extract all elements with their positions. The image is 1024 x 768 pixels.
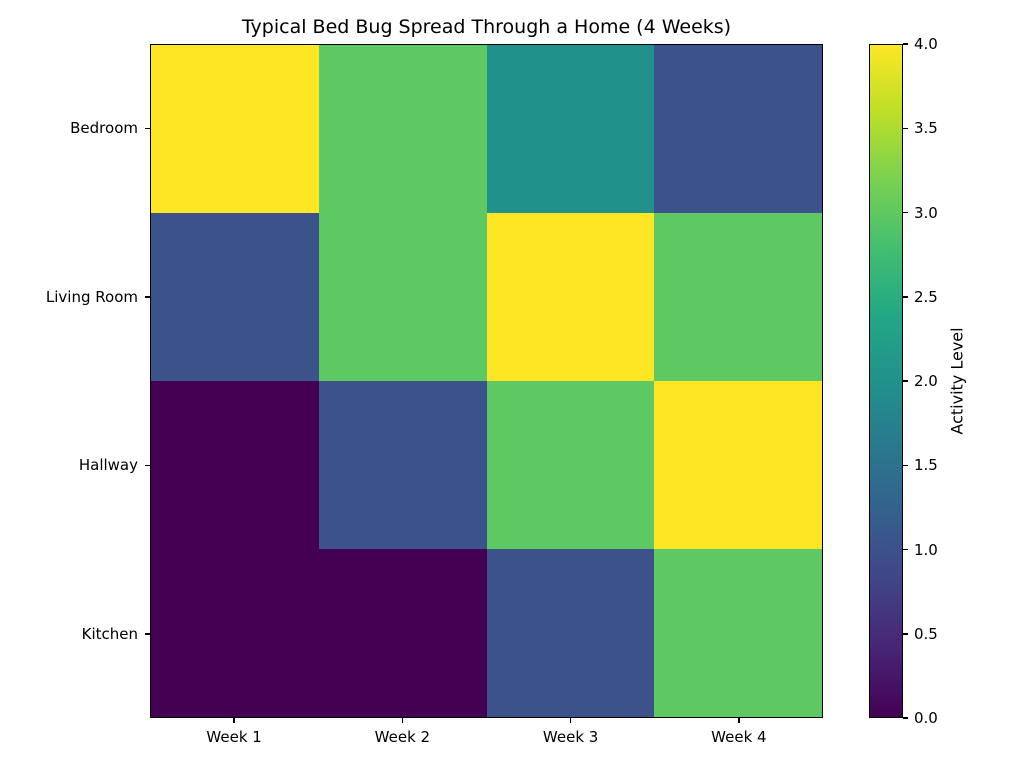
heatmap-cell-living-room-week-1 [151,213,319,381]
y-tick-mark [145,127,150,129]
x-tick-mark [569,718,572,723]
colorbar-tick-label-1.0: 1.0 [914,540,938,559]
colorbar-axis-label: Activity Level [947,327,967,435]
colorbar-tick-label-2.0: 2.0 [914,372,938,390]
y-tick-label-bedroom: Bedroom [70,119,138,138]
colorbar-tick-mark [903,464,908,466]
colorbar-tick-label-0.0: 0.0 [914,709,938,727]
heatmap-cell-living-room-week-4 [654,213,822,381]
colorbar-tick-label-2.5: 2.5 [914,287,938,306]
colorbar-tick-mark [903,211,908,214]
heatmap-cell-hallway-week-1 [151,381,319,549]
plot-area [150,44,823,718]
x-tick-label-week-1: Week 1 [206,728,262,746]
colorbar-gradient [869,44,903,718]
colorbar-tick-mark [903,717,908,719]
heatmap-cell-bedroom-week-1 [151,45,319,213]
heatmap-cell-hallway-week-2 [318,381,487,549]
colorbar-tick-label-0.5: 0.5 [914,624,938,643]
y-tick-mark [145,633,150,635]
x-tick-label-week-4: Week 4 [711,728,767,746]
y-tick-label-kitchen: Kitchen [81,624,138,643]
x-tick-mark [738,718,740,723]
x-tick-label-week-3: Week 3 [542,728,599,746]
colorbar-tick-label-3.0: 3.0 [914,203,938,222]
heatmap-cell-bedroom-week-3 [486,45,655,213]
x-tick-mark [401,718,404,723]
chart-title: Typical Bed Bug Spread Through a Home (4… [241,16,732,38]
colorbar-tick-mark [903,633,908,635]
y-tick-mark [145,464,150,466]
heatmap-cell-kitchen-week-4 [654,549,822,717]
heatmap-cell-kitchen-week-1 [151,549,319,717]
colorbar-tick-mark [903,380,908,382]
y-tick-label-living-room: Living Room [45,287,138,306]
x-tick-mark [233,718,235,723]
y-tick-mark [145,296,150,298]
heatmap-cell-kitchen-week-3 [486,549,655,717]
colorbar-tick-label-1.5: 1.5 [914,456,938,475]
heatmap-cell-living-room-week-3 [486,213,655,381]
colorbar-tick-label-3.5: 3.5 [914,119,938,138]
colorbar-tick-label-4.0: 4.0 [914,35,938,53]
y-tick-label-hallway: Hallway [78,456,138,475]
heatmap-cell-bedroom-week-4 [654,45,822,213]
heatmap-cell-living-room-week-2 [318,213,487,381]
colorbar-tick-mark [903,43,908,45]
heatmap-grid [151,45,822,717]
colorbar-tick-mark [903,548,908,551]
x-tick-label-week-2: Week 2 [374,728,431,746]
heatmap-cell-hallway-week-4 [654,381,822,549]
heatmap-cell-bedroom-week-2 [318,45,487,213]
colorbar-tick-mark [903,127,908,129]
colorbar-tick-mark [903,296,908,298]
heatmap-cell-hallway-week-3 [486,381,655,549]
heatmap-cell-kitchen-week-2 [318,549,487,717]
